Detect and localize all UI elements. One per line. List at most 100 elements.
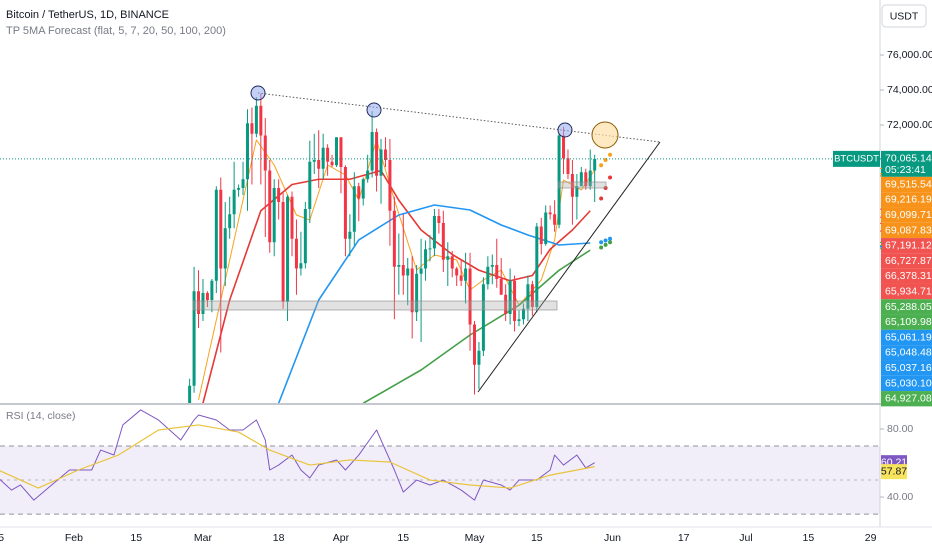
candle-body bbox=[343, 166, 347, 239]
candle-body bbox=[210, 280, 214, 300]
candle-body bbox=[544, 212, 548, 244]
candle-body bbox=[245, 123, 249, 180]
candle-body bbox=[472, 324, 476, 365]
price-tag-label: 69,099.71 bbox=[885, 209, 932, 221]
line-series bbox=[362, 249, 591, 403]
candle-body bbox=[321, 147, 325, 169]
price-tag-label: 65,288.05 bbox=[885, 301, 932, 313]
candle-body bbox=[535, 226, 539, 307]
x-tick-label: Jul bbox=[739, 532, 752, 544]
candle-body bbox=[379, 149, 383, 176]
candle-body bbox=[562, 135, 566, 159]
x-tick-label: 17 bbox=[678, 532, 690, 544]
forecast-dot bbox=[599, 196, 604, 201]
price-tag-label: 65,037.16 bbox=[885, 362, 932, 374]
x-tick-label: Feb bbox=[65, 532, 83, 544]
indicator-title: TP 5MA Forecast (flat, 5, 7, 20, 50, 100… bbox=[6, 25, 226, 37]
candle-body bbox=[286, 196, 290, 302]
price-tag bbox=[881, 222, 932, 239]
rsi-pane bbox=[0, 409, 880, 515]
price-tag bbox=[881, 253, 932, 269]
x-tick-label: 15 bbox=[531, 532, 543, 544]
candle-body bbox=[490, 264, 494, 267]
candle-body bbox=[526, 284, 530, 309]
x-tick-label: 15 bbox=[0, 532, 4, 544]
y-tick-label: 40.00 bbox=[887, 491, 913, 503]
x-tick-label: 15 bbox=[802, 532, 814, 544]
price-tag bbox=[881, 150, 932, 177]
main-pane bbox=[0, 93, 880, 403]
candle-body bbox=[312, 159, 316, 162]
price-tag bbox=[881, 360, 932, 376]
candle-body bbox=[557, 135, 561, 225]
candle-body bbox=[370, 132, 374, 171]
candle-body bbox=[432, 215, 436, 249]
candle-body bbox=[308, 161, 312, 209]
forecast-dot bbox=[608, 152, 613, 157]
countdown-label: 05:23:41 bbox=[885, 164, 926, 176]
candle-body bbox=[272, 187, 276, 243]
candle-body bbox=[548, 212, 552, 215]
x-tick-label: 29 bbox=[865, 532, 877, 544]
price-tag bbox=[881, 345, 932, 361]
candle-body bbox=[410, 268, 414, 313]
price-tag-label: 65,048.48 bbox=[885, 347, 932, 359]
price-tag bbox=[881, 238, 932, 254]
candle-body bbox=[223, 228, 227, 269]
price-tag-label: 65,061.19 bbox=[885, 331, 932, 343]
symbol-tag bbox=[833, 150, 880, 167]
rsi-band bbox=[0, 446, 880, 515]
candle-body bbox=[294, 238, 298, 269]
x-tick-label: Apr bbox=[333, 532, 350, 544]
price-tag-label: 65,109.98 bbox=[885, 316, 932, 328]
forecast-dot bbox=[599, 245, 604, 250]
candle-body bbox=[588, 170, 592, 187]
candle-body bbox=[361, 179, 365, 199]
candle-body bbox=[197, 291, 201, 314]
candle-body bbox=[477, 350, 481, 365]
support-line bbox=[477, 141, 661, 393]
candle-body bbox=[366, 170, 370, 180]
rsi-tag bbox=[881, 464, 907, 480]
price-tag-label: 70,065.14 bbox=[885, 152, 932, 164]
price-tag-label: 69,087.83 bbox=[885, 224, 932, 236]
rsi-tag-label: 57.87 bbox=[881, 465, 907, 477]
candle-body bbox=[566, 158, 570, 174]
candle-body bbox=[268, 170, 272, 243]
candle-body bbox=[575, 186, 579, 197]
candle-body bbox=[317, 159, 321, 169]
forecast-dot bbox=[608, 175, 613, 180]
candle-body bbox=[397, 264, 401, 267]
candle-body bbox=[357, 186, 361, 199]
zone-box bbox=[192, 300, 558, 311]
price-tag bbox=[881, 375, 932, 392]
candle-body bbox=[584, 172, 588, 187]
price-tag bbox=[881, 391, 932, 407]
line-series bbox=[202, 169, 591, 403]
candle-body bbox=[237, 187, 241, 190]
candle-body bbox=[553, 214, 557, 225]
candle-body bbox=[339, 137, 343, 167]
line-series bbox=[277, 204, 591, 403]
candle-body bbox=[450, 256, 454, 269]
candle-body bbox=[468, 268, 472, 325]
candle-body bbox=[383, 149, 387, 160]
candle-body bbox=[424, 249, 428, 269]
y-tick-label: 80.00 bbox=[887, 423, 913, 435]
candle-body bbox=[188, 385, 192, 403]
candle-body bbox=[219, 189, 223, 269]
price-tag-label: 65,030.10 bbox=[885, 377, 932, 389]
candle-body bbox=[441, 222, 445, 260]
currency-button[interactable] bbox=[881, 4, 927, 28]
candle-body bbox=[570, 173, 574, 197]
price-tag-label: 65,934.71 bbox=[885, 286, 932, 298]
line-series bbox=[0, 424, 595, 489]
price-tag-label: 69,216.19 bbox=[885, 194, 932, 206]
candle-body bbox=[254, 105, 258, 134]
candle-body bbox=[352, 186, 356, 232]
rsi-title: RSI (14, close) bbox=[6, 410, 75, 422]
candle-body bbox=[593, 158, 597, 171]
price-tag bbox=[881, 192, 932, 208]
drawings bbox=[192, 85, 661, 393]
candle-body bbox=[446, 256, 450, 260]
